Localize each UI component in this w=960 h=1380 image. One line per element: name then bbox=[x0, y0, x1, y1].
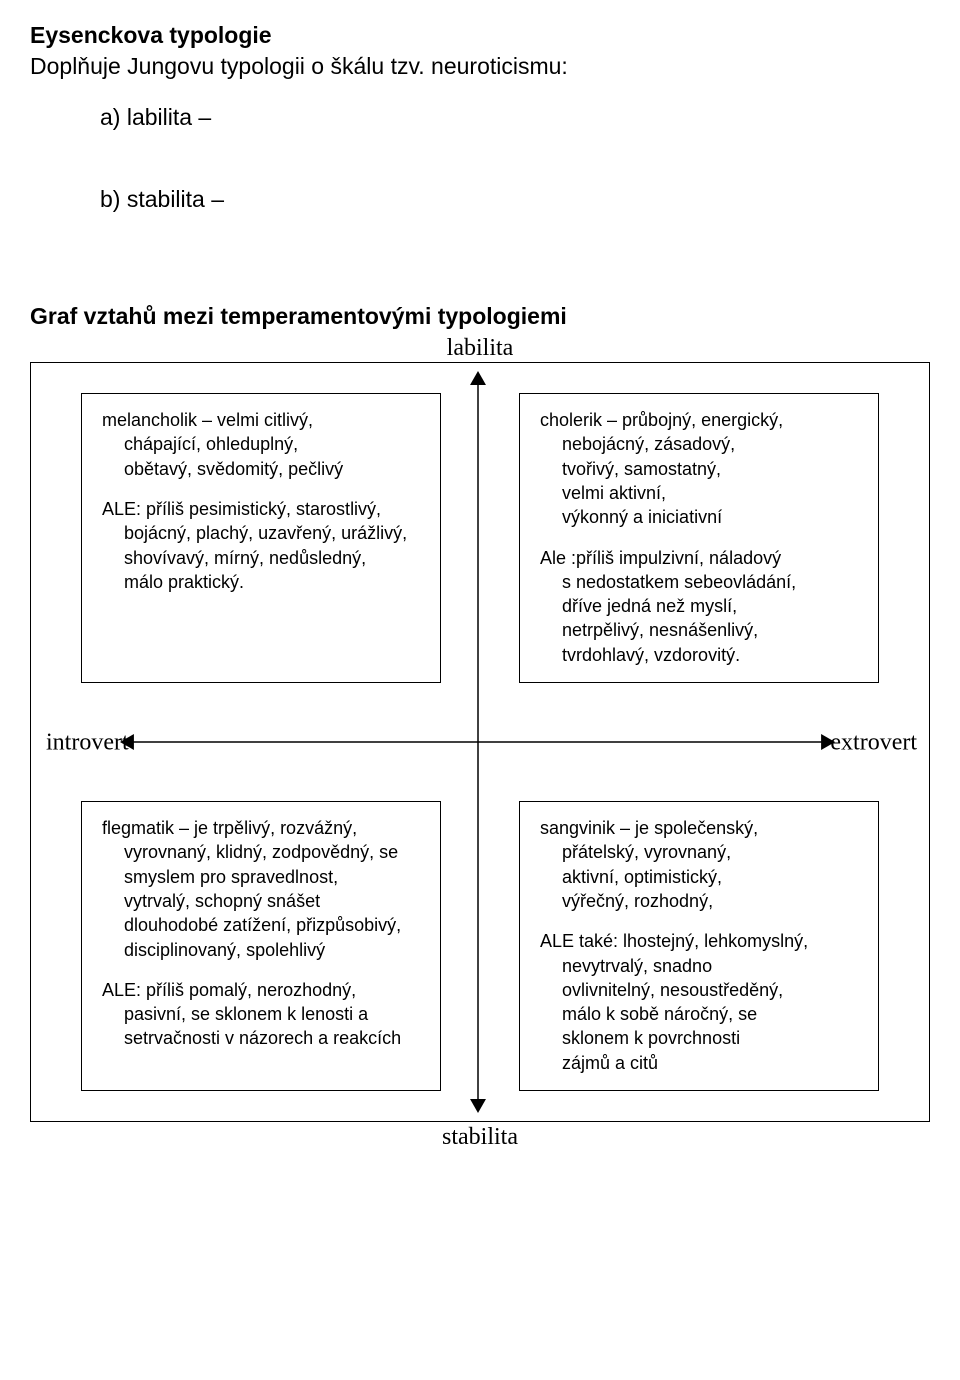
text-line: nebojácný, zásadový, bbox=[540, 432, 862, 456]
page-subtitle: Doplňuje Jungovu typologii o škálu tzv. … bbox=[30, 51, 930, 82]
text-line: chápající, ohleduplný, bbox=[102, 432, 424, 456]
text-line: vyrovnaný, klidný, zodpovědný, se bbox=[102, 840, 424, 864]
text-line: cholerik – průbojný, energický, bbox=[540, 408, 862, 432]
text-line: flegmatik – je trpělivý, rozvážný, bbox=[102, 816, 424, 840]
text-line: disciplinovaný, spolehlivý bbox=[102, 938, 424, 962]
text-line: Ale :příliš impulzivní, náladový bbox=[540, 546, 862, 570]
text-line: dlouhodobé zatížení, přizpůsobivý, bbox=[102, 913, 424, 937]
text-line: zájmů a citů bbox=[540, 1051, 862, 1075]
page-title: Eysenckova typologie bbox=[30, 20, 930, 51]
text-line: sangvinik – je společenský, bbox=[540, 816, 862, 840]
text-line: výkonný a iniciativní bbox=[540, 505, 862, 529]
box-flegmatik: flegmatik – je trpělivý, rozvážný, vyrov… bbox=[81, 801, 441, 1091]
text-line: smyslem pro spravedlnost, bbox=[102, 865, 424, 889]
text-line: nevytrvalý, snadno bbox=[540, 954, 862, 978]
box-sangvinik: sangvinik – je společenský, přátelský, v… bbox=[519, 801, 879, 1091]
text-line: velmi aktivní, bbox=[540, 481, 862, 505]
text-line: sklonem k povrchnosti bbox=[540, 1026, 862, 1050]
box-cholerik: cholerik – průbojný, energický, nebojácn… bbox=[519, 393, 879, 683]
diagram-frame: labilita stabilita introvert extrovert m… bbox=[30, 362, 930, 1122]
section-title: Graf vztahů mezi temperamentovými typolo… bbox=[30, 303, 930, 330]
text-line: setrvačnosti v názorech a reakcích bbox=[102, 1026, 424, 1050]
text-line: s nedostatkem sebeovládání, bbox=[540, 570, 862, 594]
text-line: přátelský, vyrovnaný, bbox=[540, 840, 862, 864]
text-line: málo k sobě náročný, se bbox=[540, 1002, 862, 1026]
text-line: bojácný, plachý, uzavřený, urážlivý, bbox=[102, 521, 424, 545]
axis-label-bottom: stabilita bbox=[442, 1124, 518, 1151]
text-line: výřečný, rozhodný, bbox=[540, 889, 862, 913]
text-line: ALE také: lhostejný, lehkomyslný, bbox=[540, 929, 862, 953]
option-b: b) stabilita – bbox=[100, 186, 930, 213]
options-list: a) labilita – b) stabilita – bbox=[100, 104, 930, 213]
text-line: aktivní, optimistický, bbox=[540, 865, 862, 889]
text-line: netrpělivý, nesnášenlivý, bbox=[540, 618, 862, 642]
text-line: vytrvalý, schopný snášet bbox=[102, 889, 424, 913]
text-line: pasivní, se sklonem k lenosti a bbox=[102, 1002, 424, 1026]
text-line: shovívavý, mírný, nedůsledný, bbox=[102, 546, 424, 570]
text-line: ALE: příliš pomalý, nerozhodný, bbox=[102, 978, 424, 1002]
text-line: tvrdohlavý, vzdorovitý. bbox=[540, 643, 862, 667]
text-line: málo praktický. bbox=[102, 570, 424, 594]
text-line: dříve jedná než myslí, bbox=[540, 594, 862, 618]
box-melancholik: melancholik – velmi citlivý, chápající, … bbox=[81, 393, 441, 683]
option-a: a) labilita – bbox=[100, 104, 930, 131]
text-line: ALE: příliš pesimistický, starostlivý, bbox=[102, 497, 424, 521]
axis-label-top: labilita bbox=[447, 335, 514, 362]
text-line: tvořivý, samostatný, bbox=[540, 457, 862, 481]
text-line: melancholik – velmi citlivý, bbox=[102, 408, 424, 432]
text-line: obětavý, svědomitý, pečlivý bbox=[102, 457, 424, 481]
text-line: ovlivnitelný, nesoustředěný, bbox=[540, 978, 862, 1002]
